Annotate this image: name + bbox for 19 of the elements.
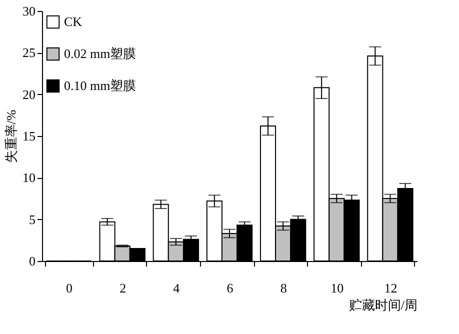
y-tick-label: 0 <box>29 254 36 268</box>
x-tick-label: 8 <box>280 280 287 296</box>
x-tick-label: 12 <box>384 280 398 296</box>
x-tick-label: 0 <box>66 280 73 296</box>
legend-label: 0.02 mm塑膜 <box>64 46 136 61</box>
x-tick-label: 4 <box>173 280 180 296</box>
y-tick-label: 25 <box>22 45 36 60</box>
y-axis-title: 失重率/% <box>4 110 18 164</box>
legend-label: 0.10 mm塑膜 <box>64 78 136 93</box>
y-tick-label: 15 <box>22 128 36 144</box>
y-tick-label: 30 <box>22 4 36 18</box>
y-tick-label: 10 <box>22 170 36 186</box>
x-tick-label: 6 <box>226 280 234 296</box>
x-tick-label: 2 <box>120 280 126 296</box>
x-tick-label: 10 <box>330 280 344 296</box>
y-tick-label: 20 <box>22 86 36 102</box>
legend-label: CK <box>64 14 83 29</box>
y-tick-label: 5 <box>29 212 36 227</box>
x-axis-title: 贮藏时间/周 <box>348 298 418 312</box>
